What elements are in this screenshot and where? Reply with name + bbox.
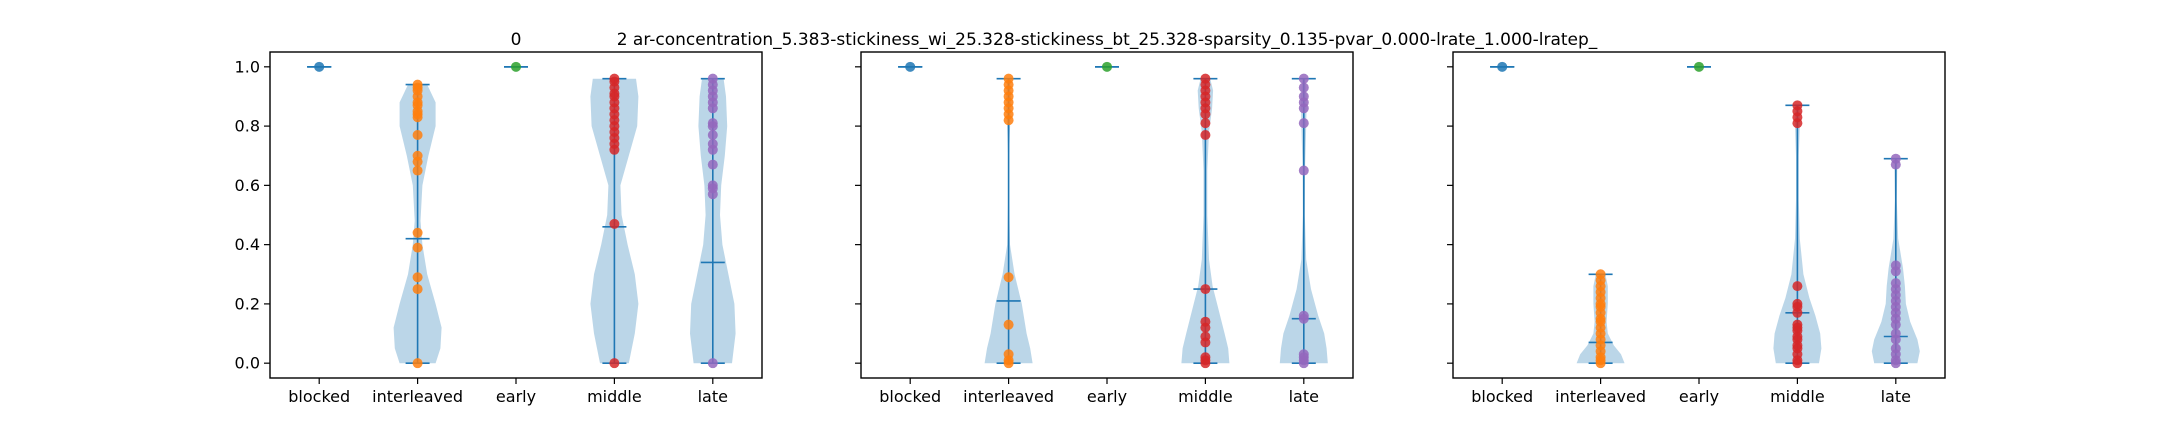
data-point bbox=[1792, 100, 1803, 111]
y-tick-label: 0.6 bbox=[235, 176, 260, 195]
data-point bbox=[1003, 272, 1014, 283]
data-point bbox=[707, 118, 718, 129]
data-point bbox=[707, 73, 718, 84]
data-point bbox=[707, 138, 718, 149]
data-point bbox=[609, 73, 620, 84]
y-tick-label: 0.4 bbox=[235, 235, 260, 254]
data-point bbox=[707, 180, 718, 191]
violin-group-early bbox=[504, 61, 528, 72]
data-point bbox=[905, 61, 916, 72]
data-point bbox=[609, 358, 620, 369]
x-tick-label: early bbox=[1087, 387, 1127, 406]
violin-group-interleaved bbox=[393, 79, 442, 369]
x-tick-label: middle bbox=[1770, 387, 1825, 406]
y-tick-label: 0.2 bbox=[235, 294, 260, 313]
data-point bbox=[1298, 82, 1309, 93]
panel-title: 2 ar-concentration_5.383-stickiness_wi_2… bbox=[617, 30, 1598, 50]
data-point bbox=[314, 61, 325, 72]
data-point bbox=[1200, 118, 1211, 129]
violin-group-early bbox=[1687, 61, 1711, 72]
data-point bbox=[412, 272, 423, 283]
x-tick-label: middle bbox=[1178, 387, 1233, 406]
data-point bbox=[707, 129, 718, 140]
data-point bbox=[412, 227, 423, 238]
data-point bbox=[1497, 61, 1508, 72]
data-point bbox=[707, 358, 718, 369]
data-point bbox=[1792, 319, 1803, 330]
x-tick-label: late bbox=[1289, 387, 1319, 406]
data-point bbox=[1298, 310, 1309, 321]
data-point bbox=[412, 165, 423, 176]
data-point bbox=[412, 129, 423, 140]
data-point bbox=[1200, 316, 1211, 327]
data-point bbox=[1890, 278, 1901, 289]
violin-group-interleaved bbox=[984, 73, 1033, 369]
data-point bbox=[1890, 328, 1901, 339]
y-tick-label: 1.0 bbox=[235, 57, 260, 76]
data-point bbox=[412, 242, 423, 253]
data-point bbox=[707, 159, 718, 170]
chart-panel-1: blocked interleaved early middle late 2 ar-co… bbox=[617, 30, 1598, 406]
x-tick-label: blocked bbox=[1471, 387, 1533, 406]
data-point bbox=[1200, 129, 1211, 140]
violin-group-middle bbox=[1773, 100, 1822, 369]
data-point bbox=[1694, 61, 1704, 72]
violin-group-late bbox=[1279, 73, 1328, 369]
chart-panel-0: 0.0 0.2 0.4 0.6 0.8 1.0 blocked interleaved earl… bbox=[235, 30, 763, 406]
data-point bbox=[1890, 343, 1901, 354]
data-point bbox=[1298, 118, 1309, 129]
data-point bbox=[1792, 298, 1803, 309]
data-point bbox=[412, 150, 423, 161]
violin-group-late bbox=[690, 73, 736, 369]
data-point bbox=[412, 284, 423, 295]
data-point bbox=[412, 79, 423, 90]
data-point bbox=[1200, 352, 1211, 363]
data-point bbox=[1200, 331, 1211, 342]
axes-frame bbox=[860, 51, 1354, 379]
panel-title: 0 bbox=[511, 30, 522, 50]
x-tick-label: middle bbox=[587, 387, 642, 406]
data-point bbox=[1298, 73, 1309, 84]
axes-frame bbox=[269, 51, 763, 379]
data-point bbox=[1890, 260, 1901, 271]
data-point bbox=[1298, 91, 1309, 102]
data-point bbox=[1200, 73, 1211, 84]
data-point bbox=[1890, 153, 1901, 164]
x-tick-label: late bbox=[698, 387, 728, 406]
x-tick-label: blocked bbox=[879, 387, 941, 406]
data-point bbox=[511, 61, 521, 72]
data-point bbox=[1792, 281, 1803, 292]
x-tick-label: early bbox=[496, 387, 536, 406]
x-tick-label: blocked bbox=[288, 387, 350, 406]
data-point bbox=[1298, 349, 1309, 360]
data-point bbox=[1595, 269, 1606, 280]
data-point bbox=[412, 358, 423, 369]
violin-group-middle bbox=[1181, 73, 1230, 369]
data-point bbox=[1003, 73, 1014, 84]
data-point bbox=[1003, 319, 1014, 330]
data-point bbox=[1003, 349, 1014, 360]
violin-group-blocked bbox=[1490, 61, 1515, 72]
violin-group-early bbox=[1095, 61, 1119, 72]
data-point bbox=[1200, 284, 1211, 295]
x-tick-label: interleaved bbox=[963, 387, 1054, 406]
violin-group-late bbox=[1871, 153, 1920, 369]
violin-group-blocked bbox=[307, 61, 332, 72]
violin-group-blocked bbox=[898, 61, 923, 72]
x-tick-label: late bbox=[1881, 387, 1911, 406]
data-point bbox=[609, 218, 620, 229]
x-tick-label: interleaved bbox=[1555, 387, 1646, 406]
violin-group-middle bbox=[590, 73, 639, 369]
x-tick-label: early bbox=[1679, 387, 1719, 406]
data-point bbox=[1102, 61, 1112, 72]
chart-panel-2: blocked interleaved early middle late bbox=[1447, 51, 1946, 406]
y-tick-label: 0.0 bbox=[235, 354, 260, 373]
data-point bbox=[1298, 165, 1309, 176]
y-tick-label: 0.8 bbox=[235, 117, 260, 136]
x-tick-label: interleaved bbox=[372, 387, 463, 406]
axes-frame bbox=[1452, 51, 1946, 379]
violin-group-interleaved bbox=[1576, 269, 1625, 369]
